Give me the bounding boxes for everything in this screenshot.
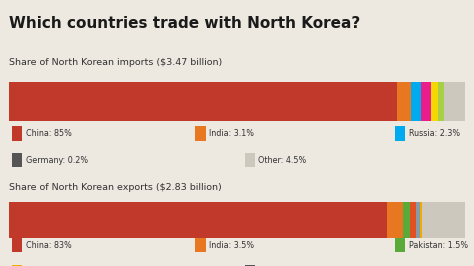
- Bar: [387, 202, 403, 238]
- FancyBboxPatch shape: [245, 153, 255, 167]
- FancyBboxPatch shape: [12, 153, 22, 167]
- Bar: [445, 82, 465, 121]
- Bar: [9, 202, 387, 238]
- FancyBboxPatch shape: [12, 265, 22, 266]
- Bar: [416, 202, 420, 238]
- Bar: [438, 82, 444, 121]
- Bar: [397, 82, 410, 121]
- Text: Germany: 0.2%: Germany: 0.2%: [26, 156, 88, 165]
- Bar: [422, 202, 465, 238]
- Text: Which countries trade with North Korea?: Which countries trade with North Korea?: [9, 16, 360, 31]
- Bar: [421, 82, 431, 121]
- Text: Share of North Korean exports ($2.83 billion): Share of North Korean exports ($2.83 bil…: [9, 183, 221, 192]
- Text: Pakistan: 1.5%: Pakistan: 1.5%: [409, 241, 468, 250]
- Text: China: 85%: China: 85%: [26, 129, 72, 138]
- Bar: [444, 82, 445, 121]
- Text: India: 3.1%: India: 3.1%: [209, 129, 254, 138]
- Text: Other: 4.5%: Other: 4.5%: [258, 156, 307, 165]
- Text: China: 83%: China: 83%: [26, 241, 72, 250]
- Text: India: 3.5%: India: 3.5%: [209, 241, 255, 250]
- FancyBboxPatch shape: [12, 126, 22, 140]
- Text: Share of North Korean imports ($3.47 billion): Share of North Korean imports ($3.47 bil…: [9, 58, 222, 67]
- Bar: [420, 202, 422, 238]
- FancyBboxPatch shape: [195, 238, 206, 252]
- Bar: [403, 202, 410, 238]
- FancyBboxPatch shape: [195, 126, 206, 140]
- Bar: [9, 82, 397, 121]
- Bar: [410, 202, 416, 238]
- Text: Russia: 2.3%: Russia: 2.3%: [409, 129, 460, 138]
- Bar: [410, 82, 421, 121]
- FancyBboxPatch shape: [395, 126, 405, 140]
- FancyBboxPatch shape: [245, 265, 255, 266]
- FancyBboxPatch shape: [12, 238, 22, 252]
- FancyBboxPatch shape: [395, 238, 405, 252]
- Bar: [431, 82, 438, 121]
